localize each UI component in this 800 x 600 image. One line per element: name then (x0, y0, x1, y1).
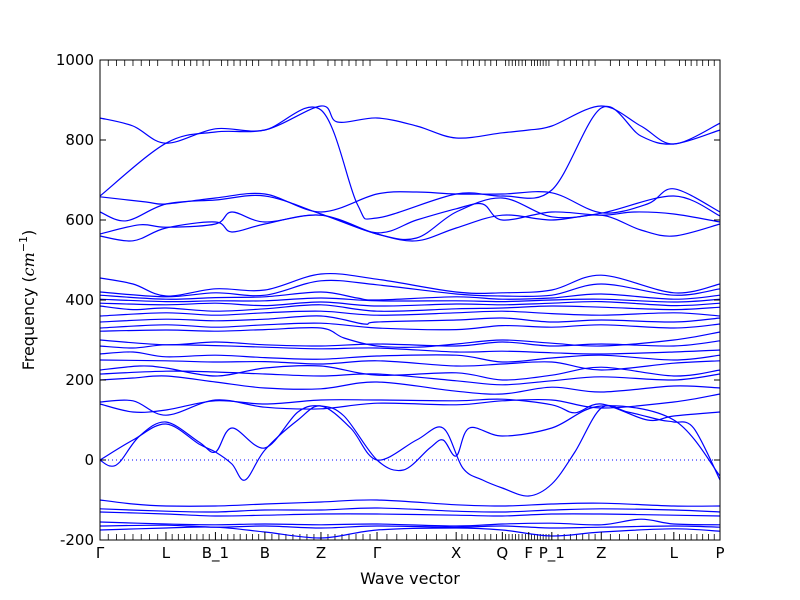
x-tick-label: B_1 (202, 544, 229, 563)
branch-13 (99, 310, 721, 317)
branch-30 (99, 511, 721, 517)
branch-18 (99, 344, 721, 355)
y-axis-ticks: -200 0 200 400 600 800 1000 (56, 51, 720, 549)
branch-16 (99, 326, 721, 348)
branch-4 (99, 194, 721, 241)
x-axis-label: Wave vector (360, 569, 460, 588)
branch-31 (99, 518, 721, 527)
branch-8 (99, 279, 721, 298)
branch-2 (99, 105, 721, 220)
branch-14 (99, 315, 721, 325)
branch-10 (99, 297, 721, 303)
branch-28 (99, 499, 721, 507)
y-tick-label: 400 (65, 291, 94, 309)
branch-12 (99, 304, 721, 312)
branch-33 (99, 526, 721, 539)
x-tick-label: P (715, 544, 724, 562)
branch-29 (99, 507, 721, 513)
x-tick-label: Z (596, 544, 606, 562)
y-axis-label: Frequency (cm−1) (17, 230, 38, 371)
branch-3 (99, 188, 721, 214)
y-axis-label-unit: cm (19, 252, 38, 276)
x-axis-ticks: Γ L B_1 B Z Γ X Q F P_1 Z L P (96, 532, 725, 563)
branch-9 (99, 291, 721, 301)
branch-5 (99, 202, 721, 235)
x-tick-label: P_1 (539, 544, 565, 563)
y-tick-label: 200 (65, 371, 94, 389)
branch-20 (99, 359, 721, 371)
branch-17 (99, 339, 721, 347)
branch-25 (99, 398, 721, 422)
y-tick-label: 0 (84, 451, 94, 469)
branch-15 (99, 322, 721, 331)
x-tick-label: X (451, 544, 461, 562)
high-symmetry-lines (107, 60, 715, 540)
branch-19 (99, 351, 721, 363)
y-tick-label: 1000 (56, 51, 94, 69)
y-axis-label-prefix: Frequency ( (19, 276, 38, 370)
x-tick-label: Q (496, 544, 508, 562)
y-tick-label: 800 (65, 131, 94, 149)
branch-21 (99, 364, 721, 381)
x-tick-label: F (524, 544, 533, 562)
x-tick-label: Γ (96, 544, 105, 562)
x-tick-label: Z (316, 544, 326, 562)
x-tick-label: Γ (373, 544, 382, 562)
branch-22 (99, 370, 721, 386)
x-tick-label: B (260, 544, 270, 562)
branch-1 (99, 105, 721, 145)
x-tick-label: L (162, 544, 171, 562)
branch-27 (99, 405, 721, 477)
plot-frame (99, 59, 721, 541)
branch-6 (99, 214, 721, 242)
y-tick-label: 600 (65, 211, 94, 229)
dispersion-branches (99, 105, 721, 539)
y-axis-label-suffix: ) (19, 230, 38, 236)
x-tick-label: L (670, 544, 679, 562)
branch-26 (99, 404, 721, 497)
branch-23 (99, 375, 721, 395)
branch-11 (99, 300, 721, 307)
branch-7 (99, 272, 721, 297)
y-axis-label-exp: −1 (17, 236, 30, 252)
y-tick-label: -200 (60, 531, 94, 549)
